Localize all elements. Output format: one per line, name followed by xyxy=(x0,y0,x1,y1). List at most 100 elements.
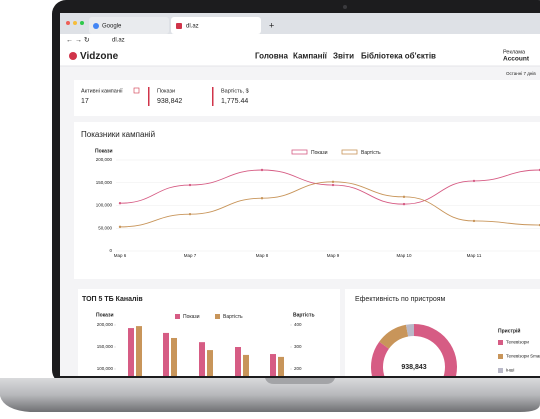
point xyxy=(260,168,264,172)
y-tick-label: 0 xyxy=(109,248,112,253)
point xyxy=(188,183,192,187)
legend-label: Вартість xyxy=(223,314,243,320)
y-tick-label: 150,000 xyxy=(97,344,114,349)
laptop-base xyxy=(0,378,540,412)
app-header xyxy=(60,46,540,66)
nav-item[interactable]: Звіти xyxy=(333,52,354,61)
x-tick-label: Мар 8 xyxy=(256,253,269,258)
dot xyxy=(66,21,70,25)
y2-tick-label: 400 xyxy=(294,322,302,327)
point xyxy=(472,179,476,183)
chart-title: Ефективність по пристроям xyxy=(355,295,446,303)
toolbar xyxy=(60,34,540,46)
point xyxy=(188,212,192,216)
tab-icon xyxy=(93,23,99,29)
legend-label: Покази xyxy=(311,150,328,156)
legend-label: Телевізори xyxy=(506,340,529,345)
base-notch xyxy=(265,378,335,384)
stat-value: 938,842 xyxy=(157,98,182,105)
tab-title: Google xyxy=(102,24,122,30)
tab-icon xyxy=(176,23,182,29)
tab[interactable] xyxy=(89,17,169,34)
info-icon xyxy=(133,87,140,94)
legend-label: Інші xyxy=(506,368,514,373)
legend-label: Покази xyxy=(183,314,200,320)
legend-title: Пристрій xyxy=(498,327,520,334)
bar xyxy=(171,337,177,376)
nav-item[interactable]: Бібліотека об'єктів xyxy=(361,52,436,61)
accent xyxy=(212,87,214,106)
legend-swatch xyxy=(341,149,358,155)
dot xyxy=(80,21,84,25)
bar xyxy=(278,356,284,376)
x-tick-label: Мар 7 xyxy=(184,253,197,258)
axis-label: Покази xyxy=(95,148,113,154)
tab-title: dl.az xyxy=(186,24,199,30)
legend-swatch xyxy=(498,340,503,345)
donut-segment xyxy=(379,324,409,349)
stat-value: 1,775.44 xyxy=(221,98,248,105)
axis-label: Покази xyxy=(96,312,114,318)
x-tick-label: Мар 6 xyxy=(114,253,127,258)
x-tick-label: Мар 11 xyxy=(467,253,482,258)
y-tick-label: 50,000 xyxy=(98,225,112,230)
legend-swatch xyxy=(215,314,220,319)
stat-label: Вартість, $ xyxy=(221,88,249,94)
bar xyxy=(128,328,134,376)
new-tab[interactable]: + xyxy=(269,20,274,30)
camera xyxy=(343,5,347,9)
y2-tick-label: 300 xyxy=(294,344,302,349)
bar xyxy=(199,342,205,376)
logo: Vidzone xyxy=(80,51,119,62)
stat-value: 17 xyxy=(81,98,89,105)
url[interactable]: dl.az xyxy=(112,38,125,44)
y-tick-label: 200,000 xyxy=(97,322,114,327)
point xyxy=(331,180,335,184)
bar xyxy=(243,354,249,376)
y-tick-label: 100,000 xyxy=(96,203,113,208)
y-tick-label: 100,000 xyxy=(97,366,114,371)
screen: Google dl.az + ← → ↻ dl.az Vidzone Голов… xyxy=(60,13,540,376)
legend-label: Телевізори Smart xyxy=(506,354,540,359)
point xyxy=(402,202,406,206)
bar xyxy=(163,332,169,376)
x-tick-label: Мар 10 xyxy=(396,253,412,258)
point xyxy=(331,183,335,187)
bar xyxy=(235,347,241,376)
accent xyxy=(148,87,150,106)
point xyxy=(118,202,122,205)
bar xyxy=(207,350,213,376)
y2-tick-label: 200 xyxy=(294,366,302,371)
bar xyxy=(270,354,276,376)
nav-buttons[interactable]: ← → ↻ xyxy=(66,37,90,44)
legend-label: Вартість xyxy=(361,150,381,156)
point xyxy=(118,225,122,229)
dot xyxy=(73,21,77,25)
nav-item[interactable]: Кампанії xyxy=(293,52,328,61)
stat-label: Активні кампанії xyxy=(81,88,123,94)
donut-segment xyxy=(371,324,457,376)
chart-card xyxy=(74,122,540,279)
nav-item[interactable]: Головна xyxy=(255,52,288,61)
stat-label: Покази xyxy=(157,88,175,94)
point xyxy=(402,195,406,199)
bar xyxy=(136,326,142,376)
y-tick-label: 200,000 xyxy=(96,157,113,162)
chart-title: Показники кампаній xyxy=(81,130,155,139)
legend-swatch xyxy=(291,149,308,155)
x-tick-label: Мар 9 xyxy=(327,253,340,258)
point xyxy=(260,197,264,200)
legend-swatch xyxy=(498,368,503,373)
legend-swatch xyxy=(175,314,180,319)
legend-swatch xyxy=(498,354,503,359)
period[interactable]: Останні 7 днів xyxy=(506,71,536,76)
y-tick-label: 150,000 xyxy=(96,180,113,185)
account[interactable]: Account xyxy=(503,56,530,63)
account-label: Реклама xyxy=(503,49,526,55)
chart-title: ТОП 5 ТБ Каналів xyxy=(82,295,143,303)
tab[interactable] xyxy=(171,17,261,34)
stats-card xyxy=(74,80,540,116)
logo-icon xyxy=(69,52,77,60)
point xyxy=(472,219,476,223)
